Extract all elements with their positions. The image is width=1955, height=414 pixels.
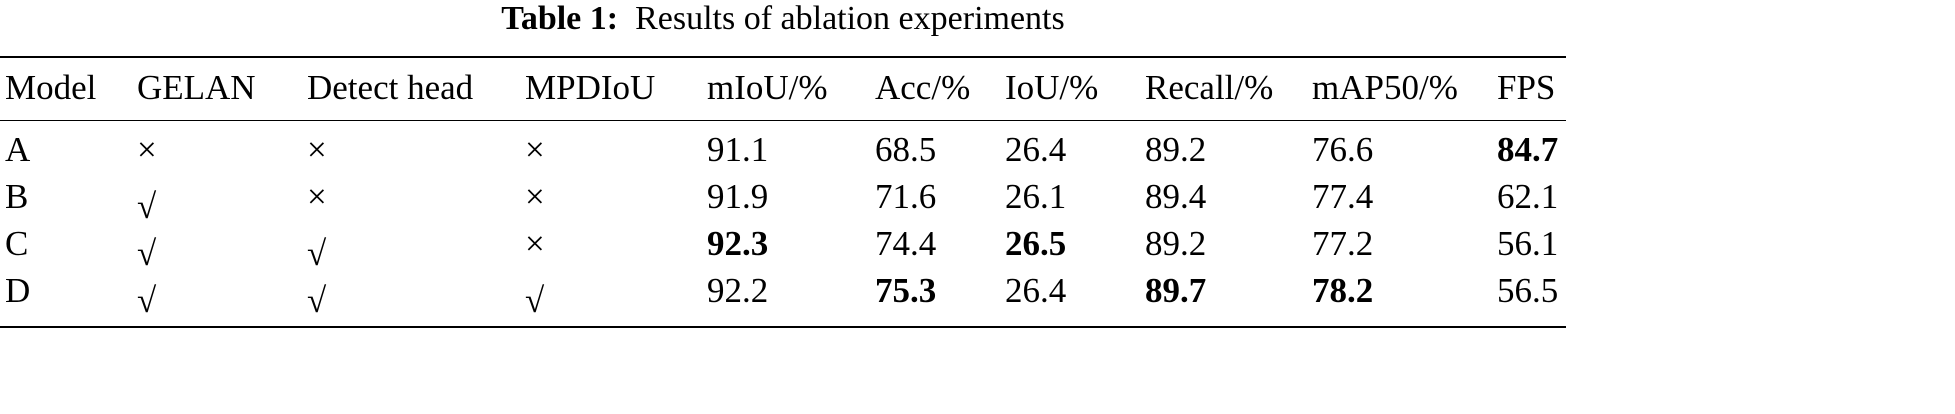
table-cell: × — [525, 177, 545, 216]
table-cell: 89.7 — [1145, 271, 1207, 310]
table-cell: × — [137, 130, 157, 169]
table-cell: 26.1 — [1005, 177, 1067, 216]
header-cell: Acc/% — [875, 68, 971, 107]
table-cell: 71.6 — [875, 177, 937, 216]
table-cell: B — [5, 177, 29, 216]
table-cell: D — [5, 271, 31, 310]
header-cell: Recall/% — [1145, 68, 1274, 107]
table-cell: 92.3 — [707, 224, 769, 263]
header-cell: FPS — [1497, 68, 1556, 107]
table-cell: × — [525, 224, 545, 263]
table-cell: 84.7 — [1497, 130, 1559, 169]
table-cell: C — [5, 224, 29, 263]
table-cell: 77.2 — [1312, 224, 1374, 263]
table-cell: √ — [137, 281, 157, 320]
header-cell: Detect head — [307, 68, 474, 107]
caption-label: Table 1: — [501, 0, 619, 37]
table-cell: 26.5 — [1005, 224, 1067, 263]
table-cell: 91.9 — [707, 177, 769, 216]
table-cell: 68.5 — [875, 130, 937, 169]
table-cell: × — [525, 130, 545, 169]
table-cell: 76.6 — [1312, 130, 1374, 169]
header-cell: Model — [5, 68, 97, 107]
header-cell: mIoU/% — [707, 68, 828, 107]
header-cell: mAP50/% — [1312, 68, 1458, 107]
bottom-rule — [0, 326, 1566, 328]
table-cell: √ — [137, 187, 157, 226]
table-cell: 26.4 — [1005, 271, 1067, 310]
table-cell: 56.1 — [1497, 224, 1559, 263]
table-cell: √ — [137, 234, 157, 273]
table-cell: 78.2 — [1312, 271, 1374, 310]
table-cell: 77.4 — [1312, 177, 1374, 216]
table-cell: × — [307, 130, 327, 169]
table-caption: Table 1: Results of ablation experiments — [0, 0, 1566, 38]
table-cell: 26.4 — [1005, 130, 1067, 169]
header-cell: MPDIoU — [525, 68, 656, 107]
header-cell: IoU/% — [1005, 68, 1099, 107]
table-cell: √ — [307, 234, 327, 273]
top-rule — [0, 56, 1566, 58]
table-cell: 91.1 — [707, 130, 769, 169]
table-cell: 56.5 — [1497, 271, 1559, 310]
table-cell: 89.4 — [1145, 177, 1207, 216]
mid-rule — [0, 120, 1566, 121]
table-cell: 74.4 — [875, 224, 937, 263]
table-cell: √ — [525, 281, 545, 320]
table-cell: 92.2 — [707, 271, 769, 310]
table-cell: 89.2 — [1145, 130, 1207, 169]
table-cell: 89.2 — [1145, 224, 1207, 263]
table-cell: × — [307, 177, 327, 216]
table-cell: A — [5, 130, 31, 169]
table-cell: √ — [307, 281, 327, 320]
header-cell: GELAN — [137, 68, 256, 107]
table-cell: 75.3 — [875, 271, 937, 310]
table-cell: 62.1 — [1497, 177, 1559, 216]
caption-text: Results of ablation experiments — [635, 0, 1065, 37]
